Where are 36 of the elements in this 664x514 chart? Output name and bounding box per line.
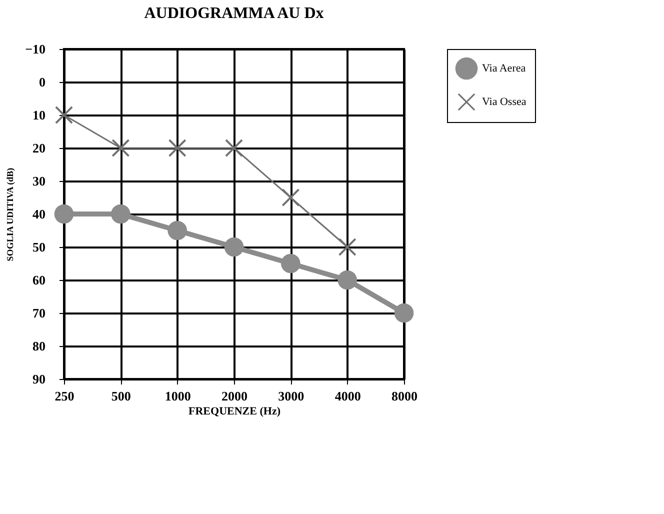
y-tick-label: 50	[32, 240, 46, 254]
point	[168, 220, 187, 240]
point	[224, 138, 244, 158]
point	[54, 106, 74, 124]
y-tick-label: 0	[39, 74, 46, 90]
point	[112, 138, 130, 158]
legend-label: Via Ossea	[482, 96, 526, 108]
y-tick-label: 40	[32, 206, 46, 222]
y-tick-label: 90	[32, 372, 46, 386]
x-tick-label: 500	[111, 388, 131, 404]
point	[111, 204, 130, 224]
point	[338, 270, 357, 290]
point	[281, 254, 300, 274]
x-axis-title: FREQUENZE (Hz)	[188, 406, 281, 418]
x-tick-label: 1000	[164, 388, 191, 404]
x-tick-label: 8000	[392, 388, 418, 404]
x-tick-label: 2000	[222, 388, 248, 404]
y-tick-label: 70	[32, 306, 46, 320]
point	[282, 188, 300, 207]
y-tick-label: 20	[32, 140, 46, 156]
point	[168, 138, 186, 158]
y-tick-label: −10	[25, 42, 46, 56]
y-tick-label: 80	[32, 338, 46, 354]
x-tick-label: 4000	[334, 388, 361, 404]
point	[394, 303, 414, 323]
point	[224, 237, 244, 257]
x-tick-label: 250	[54, 388, 74, 404]
y-axis-title: SOGLIA UDITIVA (dB)	[5, 168, 16, 262]
point	[338, 238, 356, 256]
x-tick-label: 3000	[278, 388, 304, 404]
y-tick-label: 60	[32, 272, 46, 288]
y-tick-label: 30	[32, 174, 46, 188]
chart-title: AUDIOGRAMMA AU Dx	[144, 5, 324, 22]
point	[54, 204, 74, 224]
legend-label: Via Aerea	[482, 62, 526, 74]
y-tick-label: 10	[32, 108, 46, 122]
